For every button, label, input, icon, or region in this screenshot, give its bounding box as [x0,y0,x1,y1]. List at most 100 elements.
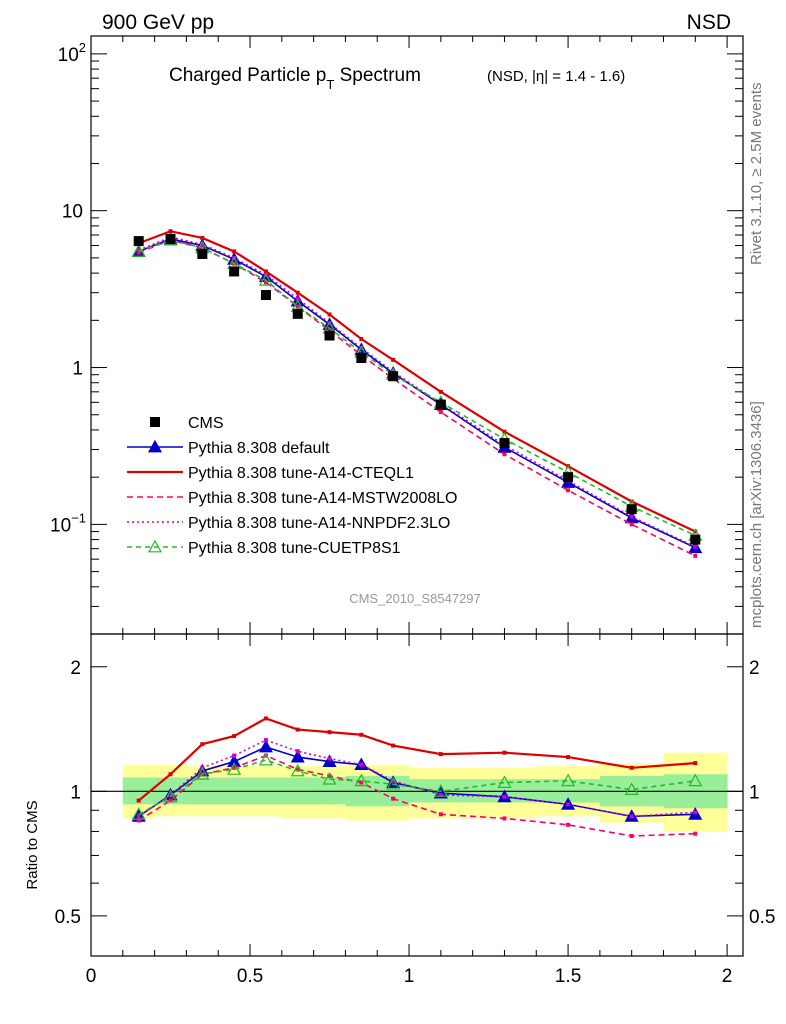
y-tick-label: 10 [62,202,83,223]
series-point [295,304,300,309]
header-right: NSD [687,11,731,34]
ratio-frame [90,633,744,957]
ratio-line-1 [138,717,696,802]
series-point [502,429,507,434]
ratio-point [136,818,141,823]
ratio-point [566,755,571,760]
series-point [693,553,698,558]
ratio-point [168,792,173,797]
series-line-3 [138,236,696,548]
ratio-point [327,756,332,761]
data-point [388,371,399,382]
ratio-y-tick-label-right: 2 [749,658,760,679]
series-point [263,280,268,285]
legend-label: Pythia 8.308 tune-A14-MSTW2008LO [188,490,457,507]
y-tick-label: 102 [58,40,86,66]
series-point [629,522,634,527]
data-point [292,308,303,319]
ratio-point [263,738,268,743]
ratio-point [227,762,242,775]
ratio-point [566,802,571,807]
ratio-point [693,810,698,815]
ratio-point [136,814,141,819]
ratio-point [433,784,448,797]
ratio-y-tick-label: 0.5 [55,907,81,928]
series-point [200,235,205,240]
series-point [295,290,300,295]
series-point [295,296,300,301]
series-point [502,452,507,457]
ratio-point [359,732,364,737]
ratio-line-2 [138,754,696,837]
data-point [435,399,446,410]
series-point [359,346,364,351]
ratio-point [295,727,300,732]
ratio-point [497,775,512,788]
series-point [131,244,146,257]
data-point [499,438,510,449]
ratio-point [322,754,337,767]
ratio-point [232,765,237,770]
data-point [626,504,637,515]
data-point [229,266,240,277]
ratio-y-tick-label: 2 [70,658,81,679]
legend-label: CMS [188,415,224,432]
series-point [359,337,364,342]
series-point [200,242,205,247]
plot-title-extra: (NSD, |η| = 1.4 - 1.6) [487,68,625,85]
ratio-point [391,796,396,801]
ratio-y-tick-label-right: 0.5 [749,907,775,928]
ratio-point [354,773,369,787]
series-point [693,529,698,534]
ratio-ylabel: Ratio to CMS [24,800,41,889]
series-point [438,410,443,415]
data-point [324,330,335,341]
x-tick-label: 2 [722,966,733,987]
series-line-1 [138,230,696,533]
data-point [260,290,271,301]
ratio-line-3 [138,739,696,818]
ratio-point [391,743,396,748]
mcplots-label: mcplots.cern.ch [arXiv:1306.3436] [748,401,765,628]
ratio-point [327,730,332,735]
ratio-point [502,750,507,755]
ratio-point [263,753,268,758]
x-tick-label: 1.5 [555,966,581,987]
ratio-point [290,749,305,763]
ratio-point [163,789,178,803]
header-left: 900 GeV pp [102,11,214,34]
series-point [438,389,443,394]
legend-label: Pythia 8.308 tune-A14-NNPDF2.3LO [188,515,450,532]
series-point [168,229,173,234]
ratio-point [438,792,443,797]
ratio-point [386,777,401,790]
ratio-point [561,773,576,787]
rivet-label: Rivet 3.1.10, ≥ 2.5M events [748,83,765,266]
ratio-point [566,822,571,827]
ratio-point [232,753,237,758]
ratio-point [322,771,337,785]
series-point [258,273,273,286]
x-tick-label: 1 [404,966,415,987]
ratio-point [168,798,173,803]
ratio-point [168,772,173,777]
ratio-point [359,762,364,767]
data-point [165,234,176,245]
data-point [133,236,144,247]
ratio-point [624,782,639,795]
ratio-point [629,833,634,838]
ratio-point [629,814,634,819]
ratio-point [359,780,364,785]
ratio-point [391,778,396,783]
data-point [690,534,701,545]
ratio-point [195,766,210,780]
data-point [563,472,574,483]
series-point [391,357,396,362]
ratio-point [290,763,305,777]
series-point [136,248,141,253]
ratio-point [693,761,698,766]
series-point [566,488,571,493]
ratio-point [258,752,273,766]
legend-marker [147,439,163,453]
